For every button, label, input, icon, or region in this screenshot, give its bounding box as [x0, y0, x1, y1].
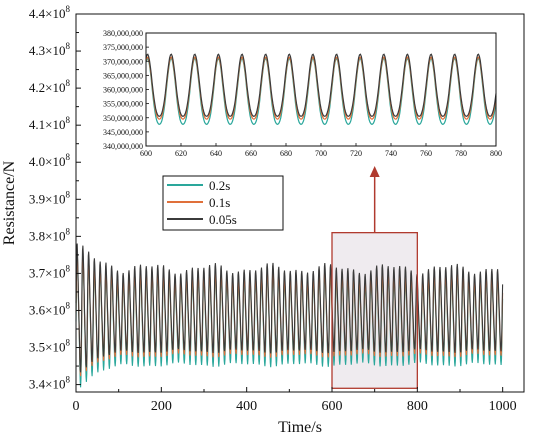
y-tick-label: 3.5×108	[29, 338, 71, 355]
inset-x-tick-label: 800	[490, 149, 502, 158]
inset-series-line-0.05s	[145, 53, 497, 117]
legend-label-0.2s: 0.2s	[209, 178, 230, 193]
inset-x-tick-label: 700	[315, 149, 327, 158]
y-tick-label: 4.2×108	[29, 78, 71, 95]
plot-frame	[75, 13, 525, 393]
inset-x-tick-label: 620	[175, 149, 187, 158]
y-tick-label: 3.7×108	[29, 263, 71, 280]
x-tick-label: 400	[236, 399, 257, 414]
inset-y-tick-label: 350,000,000	[103, 114, 143, 123]
x-axis-title: Time/s	[278, 419, 322, 436]
zoom-arrow-head	[369, 166, 380, 177]
y-tick-label: 4.0×108	[29, 152, 71, 169]
x-tick-label: 0	[73, 399, 80, 414]
inset-x-tick-label: 760	[420, 149, 432, 158]
inset-y-tick-label: 360,000,000	[103, 86, 143, 95]
inset-x-tick-label: 640	[210, 149, 222, 158]
x-tick-label: 1000	[489, 399, 517, 414]
inset-x-tick-label: 660	[245, 149, 257, 158]
y-tick-label: 4.3×108	[29, 41, 71, 58]
inset-y-tick-label: 355,000,000	[103, 100, 143, 109]
inset-x-tick-label: 740	[385, 149, 397, 158]
y-tick-label: 3.6×108	[29, 300, 71, 317]
legend-label-0.05s: 0.05s	[209, 212, 237, 227]
inset-y-tick-label: 365,000,000	[103, 71, 143, 80]
x-tick-label: 200	[151, 399, 172, 414]
inset-y-tick-label: 340,000,000	[103, 142, 143, 151]
y-tick-label: 4.1×108	[29, 115, 71, 132]
y-tick-label: 4.4×108	[29, 4, 71, 21]
inset-x-tick-label: 600	[140, 149, 152, 158]
inset-y-tick-label: 380,000,000	[103, 29, 143, 38]
y-tick-label: 3.8×108	[29, 226, 71, 243]
inset-background	[146, 33, 496, 146]
y-tick-label: 3.4×108	[29, 375, 71, 392]
y-tick-label: 3.9×108	[29, 189, 71, 206]
inset-y-tick-label: 345,000,000	[103, 128, 143, 137]
inset-x-tick-label: 720	[350, 149, 362, 158]
x-tick-label: 600	[322, 399, 343, 414]
legend-label-0.1s: 0.1s	[209, 195, 230, 210]
inset-y-tick-label: 370,000,000	[103, 57, 143, 66]
series-line-0.05s	[75, 243, 504, 373]
inset-x-tick-label: 780	[455, 149, 467, 158]
x-tick-label: 800	[407, 399, 428, 414]
y-axis-title: Resistance/N	[1, 160, 18, 245]
inset-y-tick-label: 375,000,000	[103, 43, 143, 52]
inset-x-tick-label: 680	[280, 149, 292, 158]
